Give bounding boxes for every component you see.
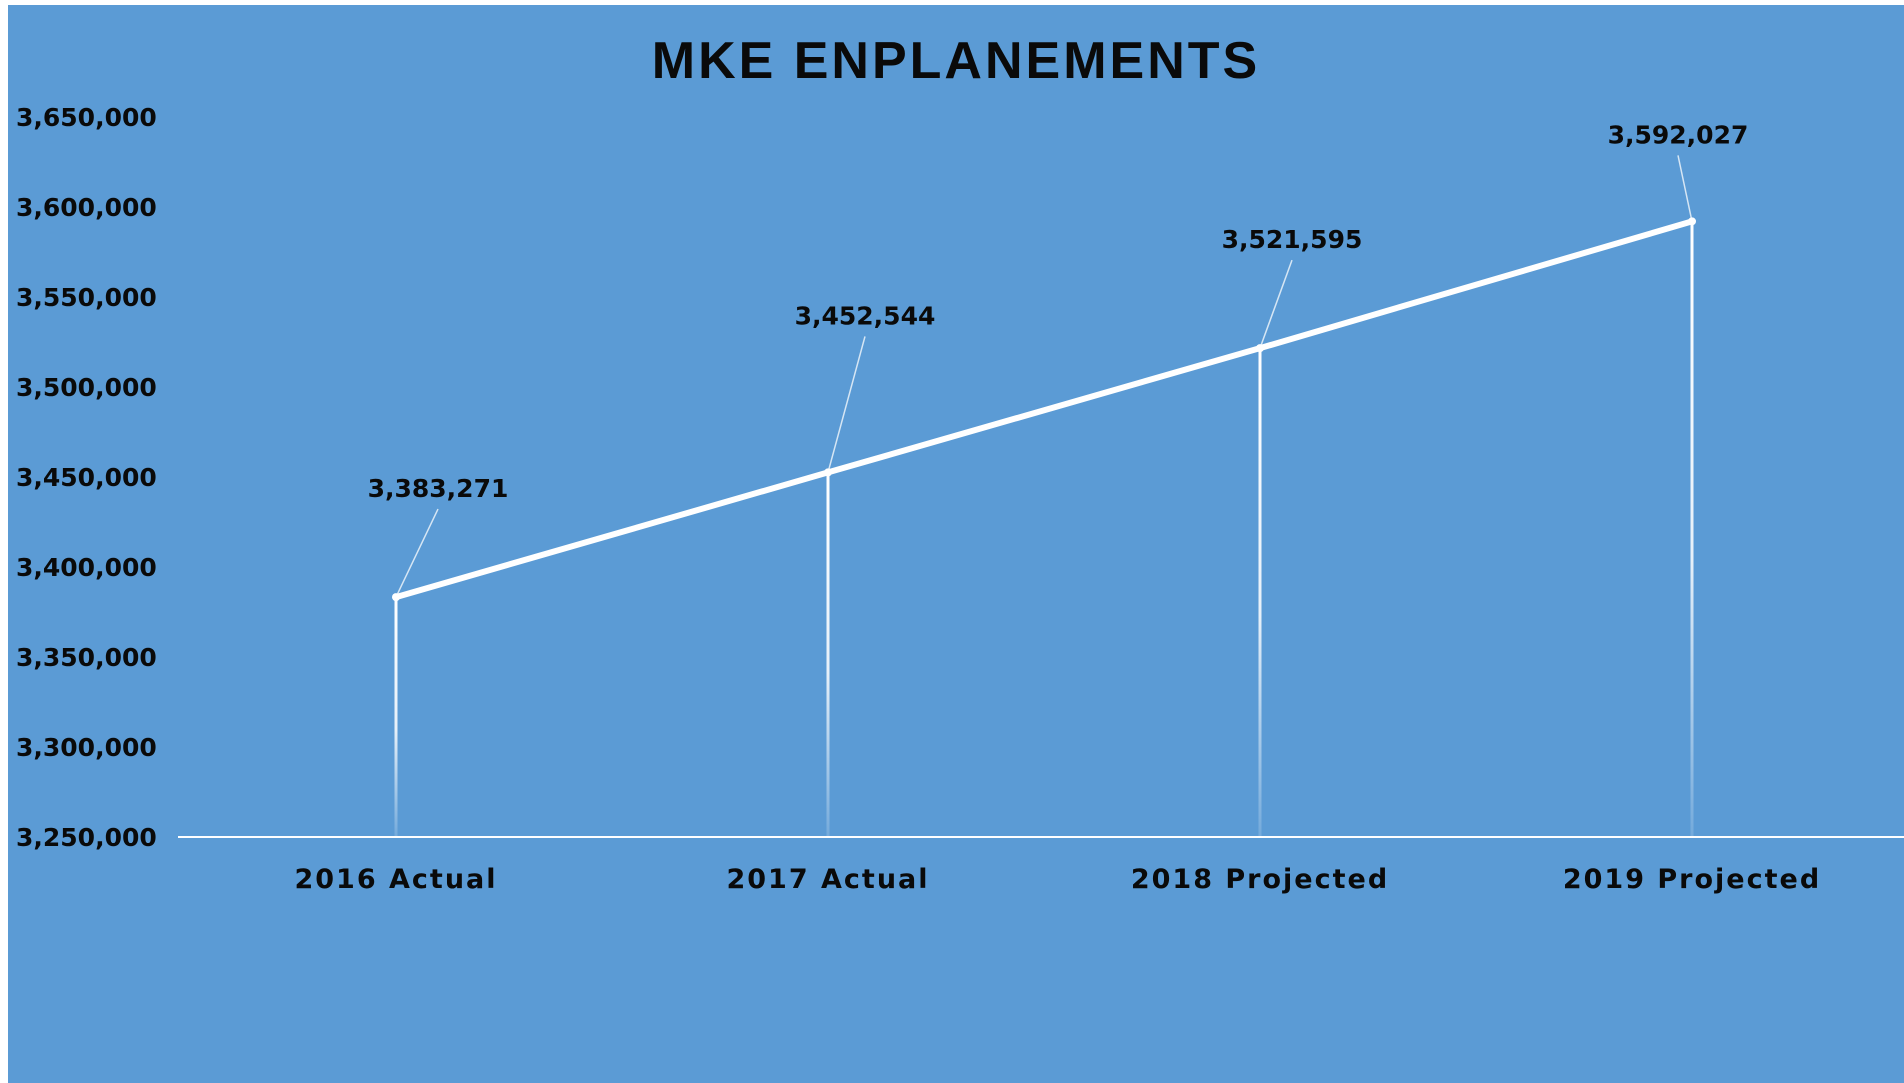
x-tick-label: 2017 Actual — [726, 864, 929, 895]
x-tick-label: 2019 Projected — [1563, 864, 1821, 895]
series-line — [395, 218, 1693, 600]
x-axis-tick-labels: 2016 Actual 2017 Actual 2018 Projected 2019… — [294, 864, 1821, 895]
chart-title: MKE ENPLANEMENTS — [652, 32, 1260, 90]
leader-line — [395, 508, 439, 598]
drop-line — [826, 472, 830, 837]
data-point — [1688, 217, 1696, 226]
x-tick-label: 2016 Actual — [294, 864, 497, 895]
y-tick-label: 3,400,000 — [16, 553, 157, 582]
x-tick-label: 2018 Projected — [1131, 864, 1389, 895]
y-tick-label: 3,350,000 — [16, 643, 157, 672]
leader-line — [1677, 155, 1693, 222]
y-tick-label: 3,650,000 — [16, 103, 157, 132]
chart-area: MKE ENPLANEMENTS 3,250,000 3,300,000 3,350… — [8, 5, 1904, 1083]
data-label: 3,521,595 — [1222, 225, 1363, 254]
data-points — [392, 217, 1696, 602]
y-axis-tick-labels: 3,250,000 3,300,000 3,350,000 3,400,000 3,45… — [16, 103, 157, 852]
drop-line — [394, 597, 398, 837]
data-point — [392, 593, 400, 602]
y-tick-label: 3,300,000 — [16, 733, 157, 762]
y-tick-label: 3,250,000 — [16, 823, 157, 852]
leader-line — [1259, 259, 1293, 349]
y-tick-label: 3,600,000 — [16, 193, 157, 222]
y-tick-label: 3,450,000 — [16, 463, 157, 492]
drop-lines — [394, 221, 1694, 838]
drop-line — [1258, 348, 1262, 837]
data-point — [824, 468, 832, 477]
leader-line — [827, 336, 866, 473]
data-label: 3,383,271 — [368, 474, 509, 503]
data-point — [1256, 344, 1264, 353]
data-labels: 3,383,271 3,452,544 3,521,595 3,592,027 — [368, 120, 1749, 503]
data-label: 3,452,544 — [795, 301, 936, 330]
line-chart: MKE ENPLANEMENTS 3,250,000 3,300,000 3,350… — [16, 32, 1904, 895]
data-label: 3,592,027 — [1608, 120, 1749, 149]
y-tick-label: 3,550,000 — [16, 283, 157, 312]
y-tick-label: 3,500,000 — [16, 373, 157, 402]
drop-line — [1690, 221, 1694, 838]
data-label-leader-lines — [395, 155, 1693, 598]
